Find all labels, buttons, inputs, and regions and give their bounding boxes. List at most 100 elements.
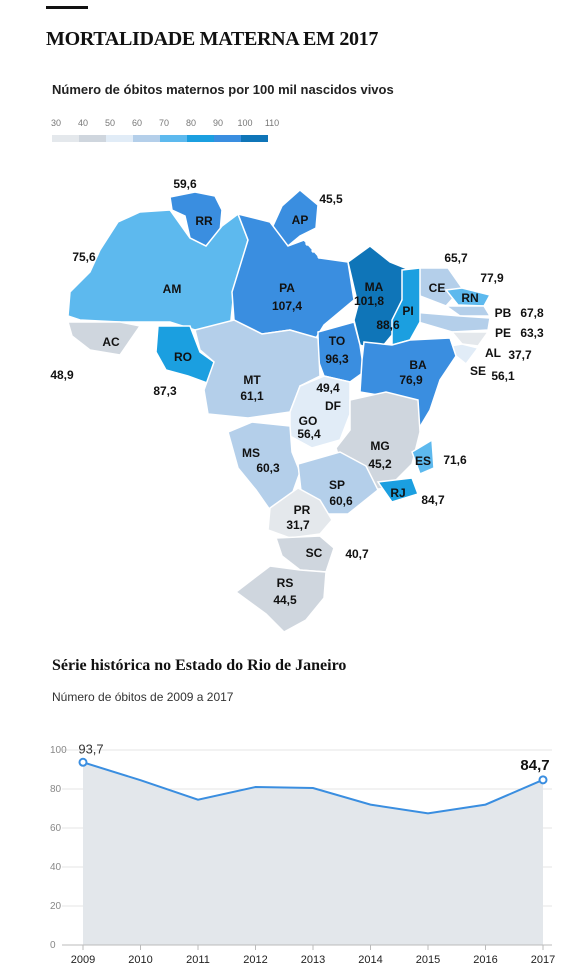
series-area — [83, 762, 543, 945]
x-tick-label: 2009 — [71, 954, 95, 966]
state-value-al: 37,7 — [508, 348, 532, 362]
state-ap[interactable] — [271, 189, 319, 248]
state-code-pb: PB — [495, 306, 512, 320]
x-tick-label: 2012 — [243, 954, 267, 966]
legend-swatch — [52, 135, 79, 142]
data-label-last: 84,7 — [520, 757, 549, 774]
state-value-pi: 88,6 — [376, 318, 400, 332]
state-code-es: ES — [415, 454, 431, 468]
state-value-pa: 107,4 — [272, 299, 302, 313]
state-value-ms: 60,3 — [256, 461, 280, 475]
state-ms[interactable] — [227, 421, 301, 511]
state-es[interactable] — [411, 438, 435, 476]
y-tick-label: 100 — [50, 745, 67, 756]
state-code-pe: PE — [495, 326, 511, 340]
state-value-es: 71,6 — [443, 453, 467, 467]
data-point[interactable] — [78, 757, 88, 767]
state-value-rs: 44,5 — [273, 593, 297, 607]
state-ba[interactable] — [359, 337, 457, 432]
state-value-ro: 87,3 — [153, 384, 177, 398]
legend-tick: 90 — [212, 118, 224, 128]
state-value-ce: 65,7 — [444, 251, 468, 265]
state-code-go: GO — [299, 414, 318, 428]
state-code-sp: SP — [329, 478, 345, 492]
state-code-pr: PR — [294, 503, 311, 517]
color-legend: 30 40 50 60 70 80 90 100 110 — [50, 118, 292, 148]
state-value-se: 56,1 — [491, 369, 515, 383]
state-code-ce: CE — [429, 281, 446, 295]
y-tick-label: 60 — [50, 823, 62, 834]
state-code-ap: AP — [292, 213, 309, 227]
data-point[interactable] — [538, 775, 548, 785]
legend-tick: 40 — [77, 118, 89, 128]
state-code-pa: PA — [279, 281, 295, 295]
state-code-ms: MS — [242, 446, 260, 460]
state-value-am: 75,6 — [72, 250, 96, 264]
map-subtitle: Número de óbitos maternos por 100 mil na… — [52, 82, 394, 97]
state-code-rj: RJ — [390, 486, 405, 500]
state-am[interactable] — [67, 209, 249, 331]
line-chart: 0 20 40 60 80 100 2009 2010 2011 2012 2013 2014 2015… — [50, 741, 555, 966]
state-value-mt: 61,1 — [240, 389, 264, 403]
state-value-rj: 84,7 — [421, 493, 445, 507]
state-code-se: SE — [470, 364, 486, 378]
y-tick-label: 20 — [50, 901, 62, 912]
legend-tick: 50 — [104, 118, 116, 128]
x-tick-label: 2014 — [358, 954, 382, 966]
state-code-am: AM — [163, 282, 182, 296]
state-code-rn: RN — [461, 291, 478, 305]
state-rn[interactable] — [444, 287, 492, 307]
state-code-df: DF — [325, 399, 341, 413]
legend-swatch — [79, 135, 106, 142]
state-value-pe: 63,3 — [520, 326, 544, 340]
state-value-rn: 77,9 — [480, 271, 504, 285]
legend-swatch — [106, 135, 133, 142]
state-code-rr: RR — [195, 214, 213, 228]
legend-tick: 70 — [158, 118, 170, 128]
legend-tick: 110 — [264, 118, 280, 128]
state-code-mg: MG — [370, 439, 389, 453]
y-tick-label: 40 — [50, 862, 62, 873]
legend-swatch — [133, 135, 160, 142]
state-go[interactable] — [289, 375, 351, 449]
state-rs[interactable] — [234, 565, 327, 633]
legend-tick: 30 — [50, 118, 62, 128]
state-code-ro: RO — [174, 350, 192, 364]
state-pa[interactable] — [231, 212, 355, 339]
state-ac[interactable] — [67, 321, 142, 356]
x-tick-label: 2015 — [416, 954, 440, 966]
series-subtitle: Número de óbitos de 2009 a 2017 — [52, 690, 234, 704]
state-code-ba: BA — [409, 358, 427, 372]
x-tick-label: 2011 — [186, 954, 210, 966]
state-pr[interactable] — [267, 487, 333, 539]
state-pb[interactable] — [443, 305, 492, 317]
state-code-ac: AC — [102, 335, 120, 349]
legend-swatch — [187, 135, 214, 142]
legend-swatch — [160, 135, 187, 142]
state-value-rr: 59,6 — [173, 177, 197, 191]
state-value-df: 49,4 — [316, 381, 340, 395]
legend-swatch — [241, 135, 268, 142]
series-title: Série histórica no Estado do Rio de Jane… — [52, 657, 347, 674]
state-al[interactable] — [450, 331, 490, 347]
x-tick-label: 2016 — [473, 954, 497, 966]
state-rj[interactable] — [376, 477, 419, 503]
legend-tick: 80 — [185, 118, 197, 128]
island-outlines — [304, 228, 337, 260]
state-value-to: 96,3 — [325, 352, 349, 366]
state-value-sc: 40,7 — [345, 547, 369, 561]
state-code-sc: SC — [306, 546, 323, 560]
y-tick-label: 0 — [50, 940, 56, 951]
state-value-mg: 45,2 — [368, 457, 392, 471]
state-value-go: 56,4 — [297, 427, 321, 441]
x-tick-label: 2013 — [301, 954, 325, 966]
data-label-first: 93,7 — [78, 741, 103, 756]
legend-tick: 60 — [131, 118, 143, 128]
state-value-pr: 31,7 — [286, 518, 310, 532]
legend-tick: 100 — [237, 118, 253, 128]
x-tick-label: 2010 — [128, 954, 152, 966]
series-line — [82, 761, 544, 815]
state-value-pb: 67,8 — [520, 306, 544, 320]
state-value-ac: 48,9 — [50, 368, 74, 382]
